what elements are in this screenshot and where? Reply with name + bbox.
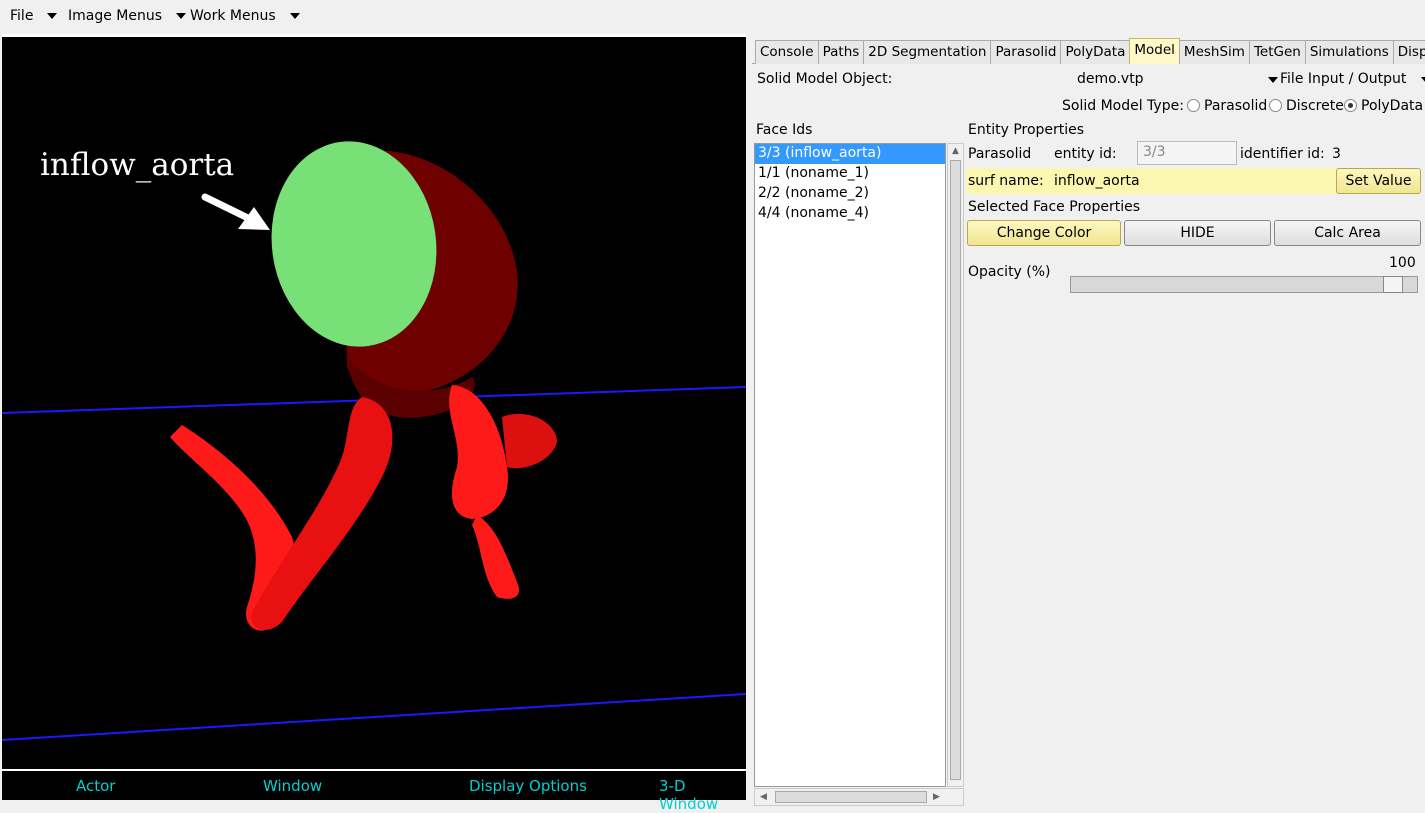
radio-selected-icon [1344,99,1357,112]
opacity-slider[interactable] [1070,276,1418,293]
selected-face-properties-label: Selected Face Properties [968,199,1140,215]
annotation-label: inflow_aorta [40,147,235,183]
radio-parasolid[interactable]: Parasolid [1187,98,1267,114]
surf-name-input[interactable] [1050,169,1335,193]
identifier-id-label: identifier id: [1240,146,1325,162]
vessel-right-lower [472,515,520,599]
opacity-slider-handle[interactable] [1383,276,1403,293]
image-menus-label: Image Menus [68,8,163,24]
chevron-down-icon [1268,77,1279,83]
scroll-right-icon[interactable]: ▶ [933,792,940,802]
parasolid-label: Parasolid [968,146,1032,162]
chevron-down-icon [47,13,58,19]
list-item[interactable]: 1/1 (noname_1) [758,165,869,181]
list-item[interactable]: 3/3 (inflow_aorta) [755,144,945,164]
tab-console[interactable]: Console [755,40,819,64]
scroll-thumb[interactable] [775,791,927,803]
tab-displays[interactable]: Displays [1392,40,1425,64]
tab-paths[interactable]: Paths [817,40,865,64]
tab-bar: Console Paths 2D Segmentation Parasolid … [755,38,1425,64]
tab-polydata[interactable]: PolyData [1060,40,1131,64]
calc-area-button[interactable]: Calc Area [1274,220,1421,246]
face-ids-label: Face Ids [756,122,813,138]
scroll-up-icon[interactable]: ▲ [952,146,959,156]
chevron-down-icon [176,13,187,19]
image-menus-menu[interactable]: Image Menus [68,8,187,24]
solid-model-type-label: Solid Model Type: [1062,98,1184,114]
vessel-right-trunk [449,385,508,519]
face-ids-list[interactable]: 3/3 (inflow_aorta) 1/1 (noname_1) 2/2 (n… [754,143,946,787]
file-io-label: File Input / Output [1280,71,1407,87]
entity-properties-label: Entity Properties [968,122,1085,138]
entity-id-label: entity id: [1054,146,1117,162]
file-io-menu[interactable]: File Input / Output [1280,71,1425,87]
plane-line-bottom [2,693,746,741]
model-render [2,141,746,741]
aorta-base [347,357,475,418]
surf-name-label: surf name: [968,173,1044,189]
file-menu-label: File [10,8,34,24]
viewport-toolbar: Actor Window Display Options 3-D Window [2,769,746,813]
opacity-label: Opacity (%) [968,264,1051,280]
inflow-cap [271,141,437,347]
file-menu[interactable]: File [10,8,58,24]
tab-parasolid[interactable]: Parasolid [990,40,1062,64]
horizontal-scrollbar[interactable]: ◀ ▶ [754,788,964,806]
chevron-down-icon [289,13,300,19]
change-color-button[interactable]: Change Color [967,220,1121,246]
tab-meshsim[interactable]: MeshSim [1178,40,1250,64]
arrow-head-icon [238,207,270,230]
work-menus-menu[interactable]: Work Menus [190,8,300,24]
chevron-down-icon [1420,77,1425,83]
work-menus-label: Work Menus [190,8,276,24]
vessel-right-stub [502,413,557,469]
list-item[interactable]: 4/4 (noname_4) [758,205,869,221]
scroll-thumb[interactable] [950,160,961,780]
radio-circle-icon [1269,99,1282,112]
tab-model[interactable]: Model [1129,38,1180,64]
radio-discrete-label: Discrete [1286,98,1344,114]
window-menu[interactable]: Window [263,777,323,795]
opacity-value: 100 [1389,255,1416,271]
vertical-scrollbar[interactable]: ▲ [947,143,964,787]
radio-circle-icon [1187,99,1200,112]
radio-discrete[interactable]: Discrete [1269,98,1344,114]
3d-window-menu[interactable]: 3-D Window [659,777,719,813]
identifier-id-value: 3 [1332,146,1341,162]
solid-model-object-select[interactable]: demo.vtp [1077,71,1279,87]
tab-2d-segmentation[interactable]: 2D Segmentation [863,40,992,64]
3d-viewport[interactable]: inflow_aorta [2,34,746,769]
vessel-left-branch [170,425,296,631]
tab-tetgen[interactable]: TetGen [1248,40,1306,64]
radio-polydata[interactable]: PolyData [1344,98,1423,114]
scroll-left-icon[interactable]: ◀ [760,792,767,802]
actor-menu[interactable]: Actor [76,777,116,795]
vessel-center-branch [251,397,393,630]
solid-model-object-value: demo.vtp [1077,71,1144,87]
radio-polydata-label: PolyData [1361,98,1424,114]
set-value-button[interactable]: Set Value [1336,168,1421,194]
hide-button[interactable]: HIDE [1124,220,1271,246]
tab-simulations[interactable]: Simulations [1304,40,1394,64]
annotation-arrow [201,193,256,224]
solid-model-object-label: Solid Model Object: [757,71,893,87]
list-item[interactable]: 2/2 (noname_2) [758,185,869,201]
entity-id-field: 3/3 [1137,141,1237,165]
menu-bar: File Image Menus Work Menus [0,0,1425,32]
radio-parasolid-label: Parasolid [1204,98,1268,114]
display-options-menu[interactable]: Display Options [469,777,587,795]
